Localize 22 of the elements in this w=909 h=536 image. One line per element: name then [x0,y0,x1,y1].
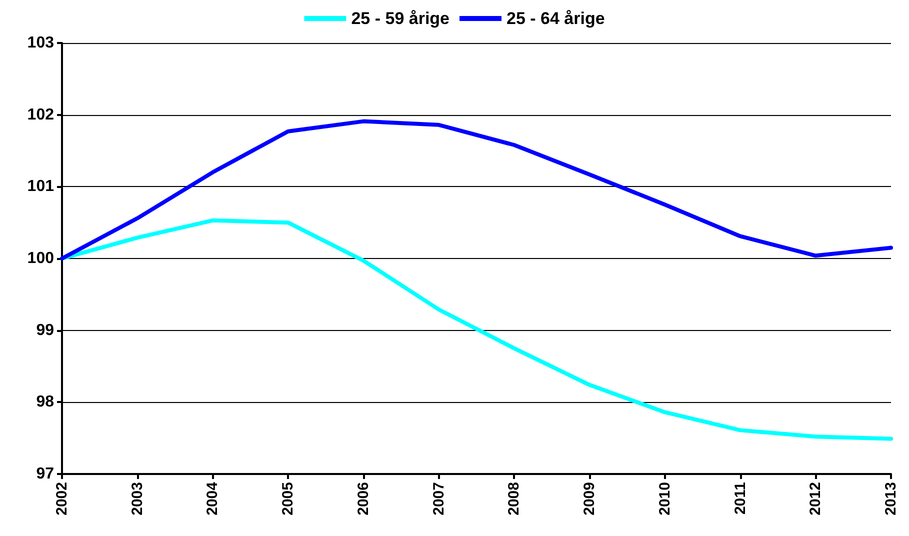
y-tick-label: 101 [27,178,54,196]
x-tick-label: 2011 [732,482,749,515]
legend-label: 25 - 64 årige [506,9,605,28]
y-tick-label: 102 [27,106,54,124]
y-tick-label: 97 [36,466,54,482]
y-tick-label: 103 [27,34,54,52]
x-tick-label: 2003 [128,482,146,516]
y-tick-label: 100 [27,250,54,267]
x-tick-label: 2002 [54,482,70,516]
line-series [60,119,893,260]
x-tick-label: 2013 [882,482,900,516]
x-tick-label: 2004 [204,481,222,516]
x-tick-label: 2008 [506,482,523,516]
x-tick-label: 2010 [656,482,674,516]
y-tick-label: 99 [36,322,54,339]
x-tick-label: 2012 [807,482,824,516]
x-tick-label: 2006 [354,482,372,516]
y-tick-label: 98 [36,394,54,411]
x-tick-label: 2009 [581,482,598,516]
legend-label: 25 - 59 årige [351,9,450,28]
x-tick-label: 2005 [280,482,297,516]
x-tick-label: 2007 [430,482,448,516]
